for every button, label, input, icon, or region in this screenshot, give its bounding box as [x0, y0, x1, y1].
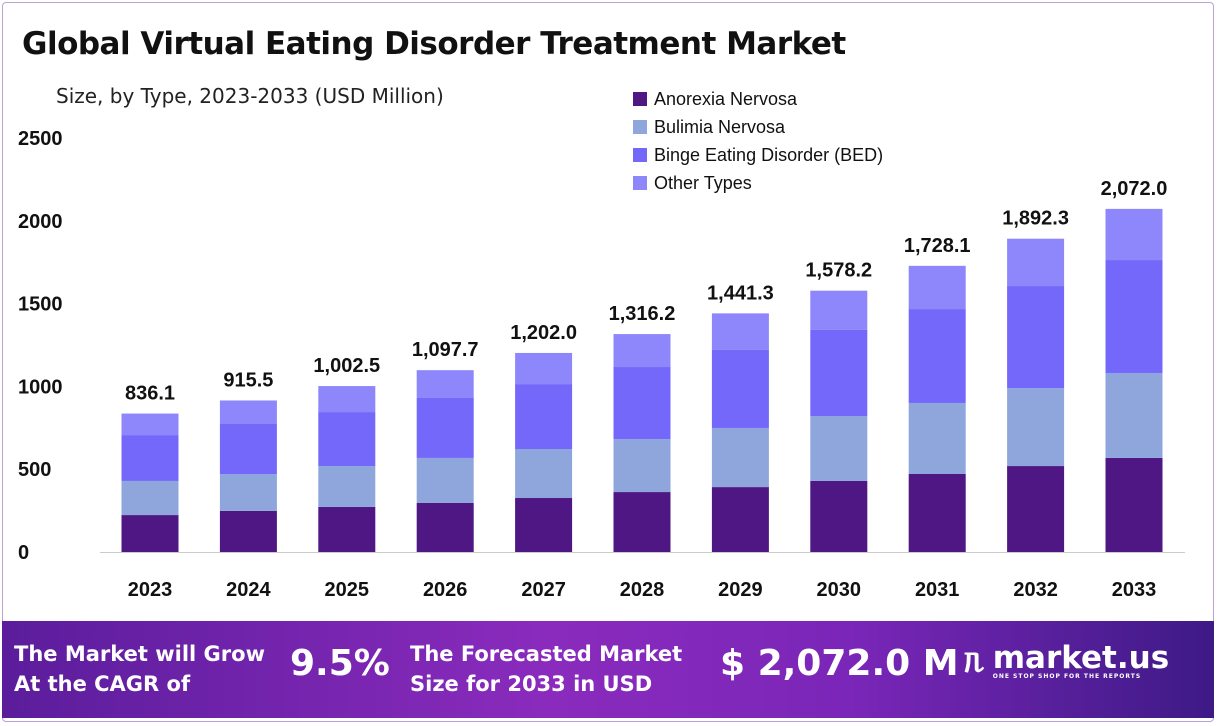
legend-swatch	[633, 120, 647, 134]
x-tick-label: 2030	[817, 579, 862, 601]
brand-logo: ᥰ market.us ONE STOP SHOP FOR THE REPORT…	[964, 641, 1169, 681]
y-tick-label: 0	[18, 542, 29, 564]
bar-segment-anorexia-nervosa	[121, 515, 179, 552]
bar-segment-other-types	[318, 386, 376, 413]
bar-segment-other-types	[908, 265, 966, 310]
x-tick-label: 2027	[521, 579, 566, 601]
bar-segment-binge-eating-disorder-bed	[613, 367, 671, 440]
bar-segment-bulimia-nervosa	[810, 416, 868, 481]
x-tick-label: 2028	[620, 579, 665, 601]
chart-subtitle: Size, by Type, 2023-2033 (USD Million)	[56, 84, 444, 108]
bar-segment-other-types	[1105, 208, 1163, 261]
bar-segment-anorexia-nervosa	[515, 498, 573, 552]
bar-segment-anorexia-nervosa	[810, 480, 868, 552]
bar-segment-binge-eating-disorder-bed	[908, 309, 966, 403]
bar-segment-binge-eating-disorder-bed	[1007, 286, 1065, 389]
bar-segment-bulimia-nervosa	[219, 474, 277, 511]
x-tick-label: 2029	[718, 579, 763, 601]
bar-segment-binge-eating-disorder-bed	[416, 397, 474, 458]
bar-segment-binge-eating-disorder-bed	[810, 329, 868, 417]
total-label: 1,892.3	[1002, 208, 1069, 230]
bar-segment-anorexia-nervosa	[711, 487, 769, 552]
bar-segment-bulimia-nervosa	[1007, 388, 1065, 467]
total-label: 836.1	[125, 383, 175, 405]
bar-segment-binge-eating-disorder-bed	[1105, 260, 1163, 373]
total-label: 1,316.2	[609, 303, 676, 325]
footer-banner: The Market will Grow At the CAGR of 9.5%…	[2, 621, 1214, 718]
stacked-bar-chart: 0 500 1000 1500 2000 2500 836.1 2023 915.5 2024 1,…	[18, 89, 1185, 601]
brand-name: market.us	[992, 639, 1170, 676]
total-label: 1,728.1	[904, 235, 971, 257]
legend-label: Other Types	[654, 173, 752, 193]
bar-segment-other-types	[121, 413, 179, 436]
bar-segment-bulimia-nervosa	[613, 439, 671, 493]
x-tick-label: 2024	[226, 579, 271, 601]
bar-segment-binge-eating-disorder-bed	[219, 423, 277, 475]
bar-segment-other-types	[613, 334, 671, 368]
bar-segment-anorexia-nervosa	[613, 492, 671, 552]
y-tick-label: 2500	[18, 128, 63, 150]
cagr-label-line2: At the CAGR of	[14, 672, 191, 696]
bar-segment-binge-eating-disorder-bed	[121, 435, 179, 481]
bar-segment-anorexia-nervosa	[1105, 457, 1163, 552]
x-tick-label: 2033	[1112, 579, 1157, 601]
bar-segment-bulimia-nervosa	[318, 466, 376, 507]
legend-label: Binge Eating Disorder (BED)	[654, 145, 883, 165]
bar-segment-other-types	[515, 352, 573, 385]
x-tick-label: 2025	[325, 579, 370, 601]
bar-segment-binge-eating-disorder-bed	[318, 412, 376, 467]
x-tick-label: 2023	[128, 579, 173, 601]
y-tick-label: 1500	[18, 294, 63, 316]
x-tick-label: 2032	[1013, 579, 1058, 601]
forecast-label-line1: The Forecasted Market	[410, 642, 683, 666]
bar-segment-anorexia-nervosa	[908, 474, 966, 552]
total-label: 1,578.2	[805, 260, 872, 282]
legend-label: Bulimia Nervosa	[654, 117, 786, 137]
bar-segment-other-types	[810, 290, 868, 330]
forecast-label: The Forecasted Market Size for 2033 in U…	[410, 639, 682, 699]
bar-segment-anorexia-nervosa	[219, 510, 277, 552]
forecast-label-line2: Size for 2033 in USD	[410, 672, 653, 696]
x-tick-label: 2026	[423, 579, 468, 601]
bar-segment-binge-eating-disorder-bed	[711, 349, 769, 428]
logo-icon: ᥰ	[964, 641, 985, 681]
bar-segment-anorexia-nervosa	[416, 502, 474, 552]
bar-segment-binge-eating-disorder-bed	[515, 384, 573, 449]
total-label: 915.5	[223, 369, 273, 391]
cagr-label: The Market will Grow At the CAGR of	[14, 639, 265, 699]
legend-swatch	[633, 176, 647, 190]
bar-segment-bulimia-nervosa	[1105, 372, 1163, 458]
bar-segment-bulimia-nervosa	[416, 457, 474, 503]
cagr-label-line1: The Market will Grow	[14, 642, 265, 666]
bar-segment-bulimia-nervosa	[711, 427, 769, 488]
legend-swatch	[633, 148, 647, 162]
chart-title: Global Virtual Eating Disorder Treatment…	[22, 26, 846, 62]
bar-segment-other-types	[416, 370, 474, 398]
legend-swatch	[633, 92, 647, 106]
total-label: 1,441.3	[707, 282, 774, 304]
forecast-value: $ 2,072.0 M	[720, 643, 959, 684]
y-tick-label: 500	[18, 459, 51, 481]
bar-segment-anorexia-nervosa	[1007, 466, 1065, 552]
bar-segment-bulimia-nervosa	[908, 402, 966, 475]
x-tick-label: 2031	[915, 579, 960, 601]
y-tick-label: 1000	[18, 376, 63, 398]
bar-segment-bulimia-nervosa	[121, 480, 179, 516]
cagr-value: 9.5%	[290, 643, 390, 684]
total-label: 2,072.0	[1101, 178, 1168, 200]
total-label: 1,097.7	[412, 339, 479, 361]
y-tick-label: 2000	[18, 211, 63, 233]
bar-segment-other-types	[1007, 238, 1065, 287]
bar-segment-other-types	[711, 313, 769, 350]
brand-tagline: ONE STOP SHOP FOR THE REPORTS	[992, 672, 1142, 680]
bar-segment-anorexia-nervosa	[318, 506, 376, 552]
total-label: 1,202.0	[510, 322, 577, 344]
total-label: 1,002.5	[313, 355, 380, 377]
bar-segment-other-types	[219, 400, 277, 424]
legend-label: Anorexia Nervosa	[654, 89, 798, 109]
bar-segment-bulimia-nervosa	[515, 448, 573, 499]
